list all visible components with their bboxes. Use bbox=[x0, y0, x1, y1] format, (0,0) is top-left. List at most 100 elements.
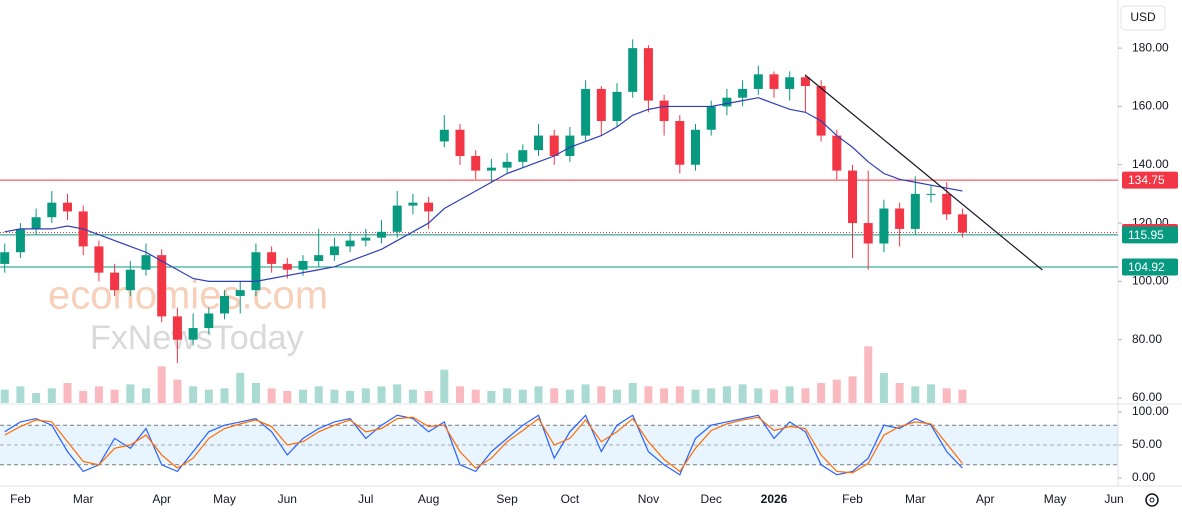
volume-bar bbox=[927, 384, 936, 403]
volume-bar bbox=[47, 388, 56, 403]
candle-body bbox=[848, 170, 858, 224]
volume-bar bbox=[785, 386, 794, 403]
x-tick-label: Jun bbox=[278, 492, 297, 506]
candle-body bbox=[612, 91, 622, 122]
candle-body bbox=[942, 193, 952, 215]
volume-bar bbox=[142, 388, 151, 403]
candle-body bbox=[125, 269, 135, 291]
candle-body bbox=[157, 255, 167, 317]
candle-body bbox=[47, 202, 57, 218]
volume-bar bbox=[895, 383, 904, 403]
candle-body bbox=[534, 135, 544, 151]
volume-bar bbox=[565, 389, 574, 403]
watermark: economies.com bbox=[48, 274, 328, 318]
volume-bar bbox=[942, 388, 951, 403]
candle-body bbox=[879, 208, 889, 244]
candle-body bbox=[94, 246, 104, 273]
candle-body bbox=[832, 135, 842, 171]
currency-label[interactable]: USD bbox=[1130, 10, 1156, 24]
volume-bar bbox=[32, 393, 41, 403]
volume-bar bbox=[63, 383, 72, 403]
volume-bar bbox=[911, 386, 920, 403]
volume-bar bbox=[832, 379, 841, 403]
candle-body bbox=[471, 156, 481, 171]
x-tick-label: Jun bbox=[1104, 492, 1123, 506]
x-tick-label: May bbox=[1044, 492, 1067, 506]
volume-bar bbox=[518, 389, 527, 403]
volume-bar bbox=[377, 386, 386, 403]
volume-bar bbox=[440, 369, 449, 403]
volume-bar bbox=[817, 383, 826, 403]
candle-body bbox=[361, 237, 371, 241]
volume-bar bbox=[16, 386, 25, 403]
candle-body bbox=[643, 48, 653, 101]
volume-bar bbox=[456, 386, 465, 403]
volume-bar bbox=[848, 376, 857, 403]
stoch-band bbox=[0, 425, 1118, 465]
settings-icon[interactable] bbox=[1145, 493, 1159, 507]
candle-body bbox=[863, 223, 873, 244]
stoch-tick-label: 0.00 bbox=[1132, 470, 1156, 484]
volume-bar bbox=[628, 383, 637, 403]
candle-body bbox=[172, 316, 182, 340]
x-tick-label: Feb bbox=[842, 492, 863, 506]
y-tick-label: 80.00 bbox=[1132, 332, 1162, 346]
candle-body bbox=[675, 121, 685, 165]
volume-bar bbox=[487, 391, 496, 403]
x-tick-label: Sep bbox=[496, 492, 518, 506]
volume-bar bbox=[408, 389, 417, 403]
candle-body bbox=[439, 129, 449, 142]
volume-bar bbox=[644, 386, 653, 403]
volume-bar bbox=[173, 379, 182, 403]
price-label-box bbox=[1122, 171, 1178, 189]
y-tick-label: 60.00 bbox=[1132, 390, 1162, 404]
volume-bar bbox=[110, 389, 119, 403]
volume-bar bbox=[738, 384, 747, 403]
candle-body bbox=[204, 313, 214, 329]
x-tick-label: Jul bbox=[358, 492, 373, 506]
price-label: 104.92 bbox=[1128, 260, 1165, 274]
y-tick-label: 180.00 bbox=[1132, 40, 1169, 54]
candle-body bbox=[581, 88, 591, 136]
volume-bar bbox=[330, 389, 339, 403]
volume-bar bbox=[503, 388, 512, 403]
candle-body bbox=[800, 77, 810, 87]
y-tick-label: 140.00 bbox=[1132, 157, 1169, 171]
candle-body bbox=[220, 295, 230, 314]
candle-body bbox=[565, 135, 575, 157]
volume-bar bbox=[79, 391, 88, 403]
y-tick-label: 100.00 bbox=[1132, 274, 1169, 288]
candle-body bbox=[659, 100, 669, 122]
x-tick-label: Apr bbox=[152, 492, 171, 506]
price-label-box bbox=[1122, 226, 1178, 244]
candle-body bbox=[502, 161, 512, 168]
candle-body bbox=[235, 290, 245, 296]
x-tick-label: Nov bbox=[638, 492, 659, 506]
x-tick-label: May bbox=[213, 492, 236, 506]
x-tick-label: Oct bbox=[561, 492, 580, 506]
price-label: 115.95 bbox=[1128, 228, 1164, 242]
volume-bar bbox=[204, 389, 213, 403]
candle-body bbox=[895, 208, 905, 229]
volume-bar bbox=[157, 366, 166, 403]
volume-bar bbox=[314, 386, 323, 403]
x-tick-label: Mar bbox=[73, 492, 94, 506]
moving-average bbox=[4, 97, 963, 282]
stoch-tick-label: 100.00 bbox=[1132, 404, 1169, 418]
volume-bar bbox=[597, 386, 606, 403]
currency-button[interactable] bbox=[1120, 5, 1166, 31]
volume-bar bbox=[550, 388, 559, 403]
volume-bar bbox=[879, 373, 888, 403]
candle-body bbox=[926, 193, 936, 195]
candle-body bbox=[910, 193, 920, 229]
volume-bar bbox=[801, 388, 810, 403]
volume-bar bbox=[251, 383, 260, 403]
x-tick-label: 2026 bbox=[761, 492, 788, 506]
candle-body bbox=[15, 228, 25, 253]
trendline bbox=[805, 74, 1043, 271]
y-tick-label: 160.00 bbox=[1132, 99, 1169, 113]
volume-bar bbox=[0, 389, 9, 403]
volume-bar bbox=[675, 386, 684, 403]
volume-bar bbox=[220, 388, 229, 403]
